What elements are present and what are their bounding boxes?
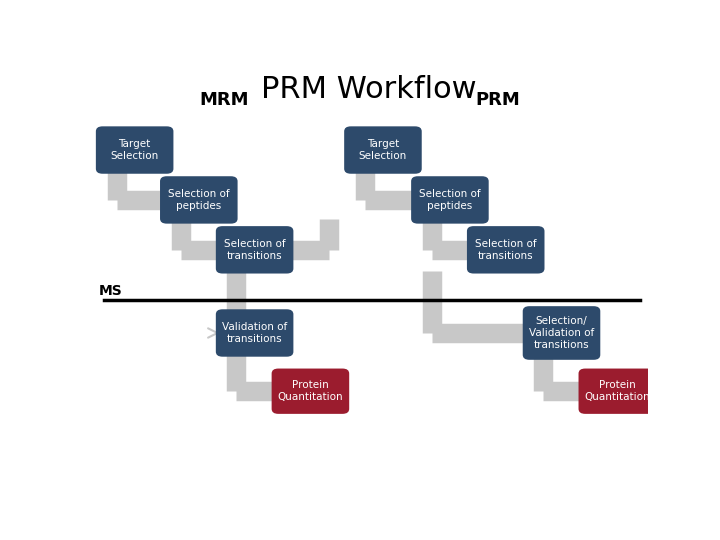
Text: Target
Selection: Target Selection xyxy=(110,139,159,161)
Text: PRM: PRM xyxy=(475,91,520,109)
Text: Selection of
transitions: Selection of transitions xyxy=(224,239,285,261)
Text: MRM: MRM xyxy=(199,91,248,109)
FancyBboxPatch shape xyxy=(216,309,293,357)
Text: Validation of
transitions: Validation of transitions xyxy=(222,322,287,344)
FancyBboxPatch shape xyxy=(344,126,422,174)
FancyBboxPatch shape xyxy=(579,368,656,414)
Text: MS: MS xyxy=(99,284,122,298)
FancyBboxPatch shape xyxy=(216,226,293,274)
Text: Selection of
peptides: Selection of peptides xyxy=(168,189,230,211)
Text: Selection of
transitions: Selection of transitions xyxy=(475,239,536,261)
FancyBboxPatch shape xyxy=(160,176,238,224)
FancyBboxPatch shape xyxy=(271,368,349,414)
Text: Protein
Quantitation: Protein Quantitation xyxy=(278,380,343,402)
FancyBboxPatch shape xyxy=(523,306,600,360)
FancyBboxPatch shape xyxy=(467,226,544,274)
FancyBboxPatch shape xyxy=(411,176,489,224)
Text: Selection/
Validation of
transitions: Selection/ Validation of transitions xyxy=(529,315,594,350)
Text: PRM Workflow: PRM Workflow xyxy=(261,75,477,104)
Text: Protein
Quantitation: Protein Quantitation xyxy=(585,380,650,402)
FancyBboxPatch shape xyxy=(96,126,174,174)
Text: Target
Selection: Target Selection xyxy=(359,139,407,161)
Text: Selection of
peptides: Selection of peptides xyxy=(419,189,481,211)
